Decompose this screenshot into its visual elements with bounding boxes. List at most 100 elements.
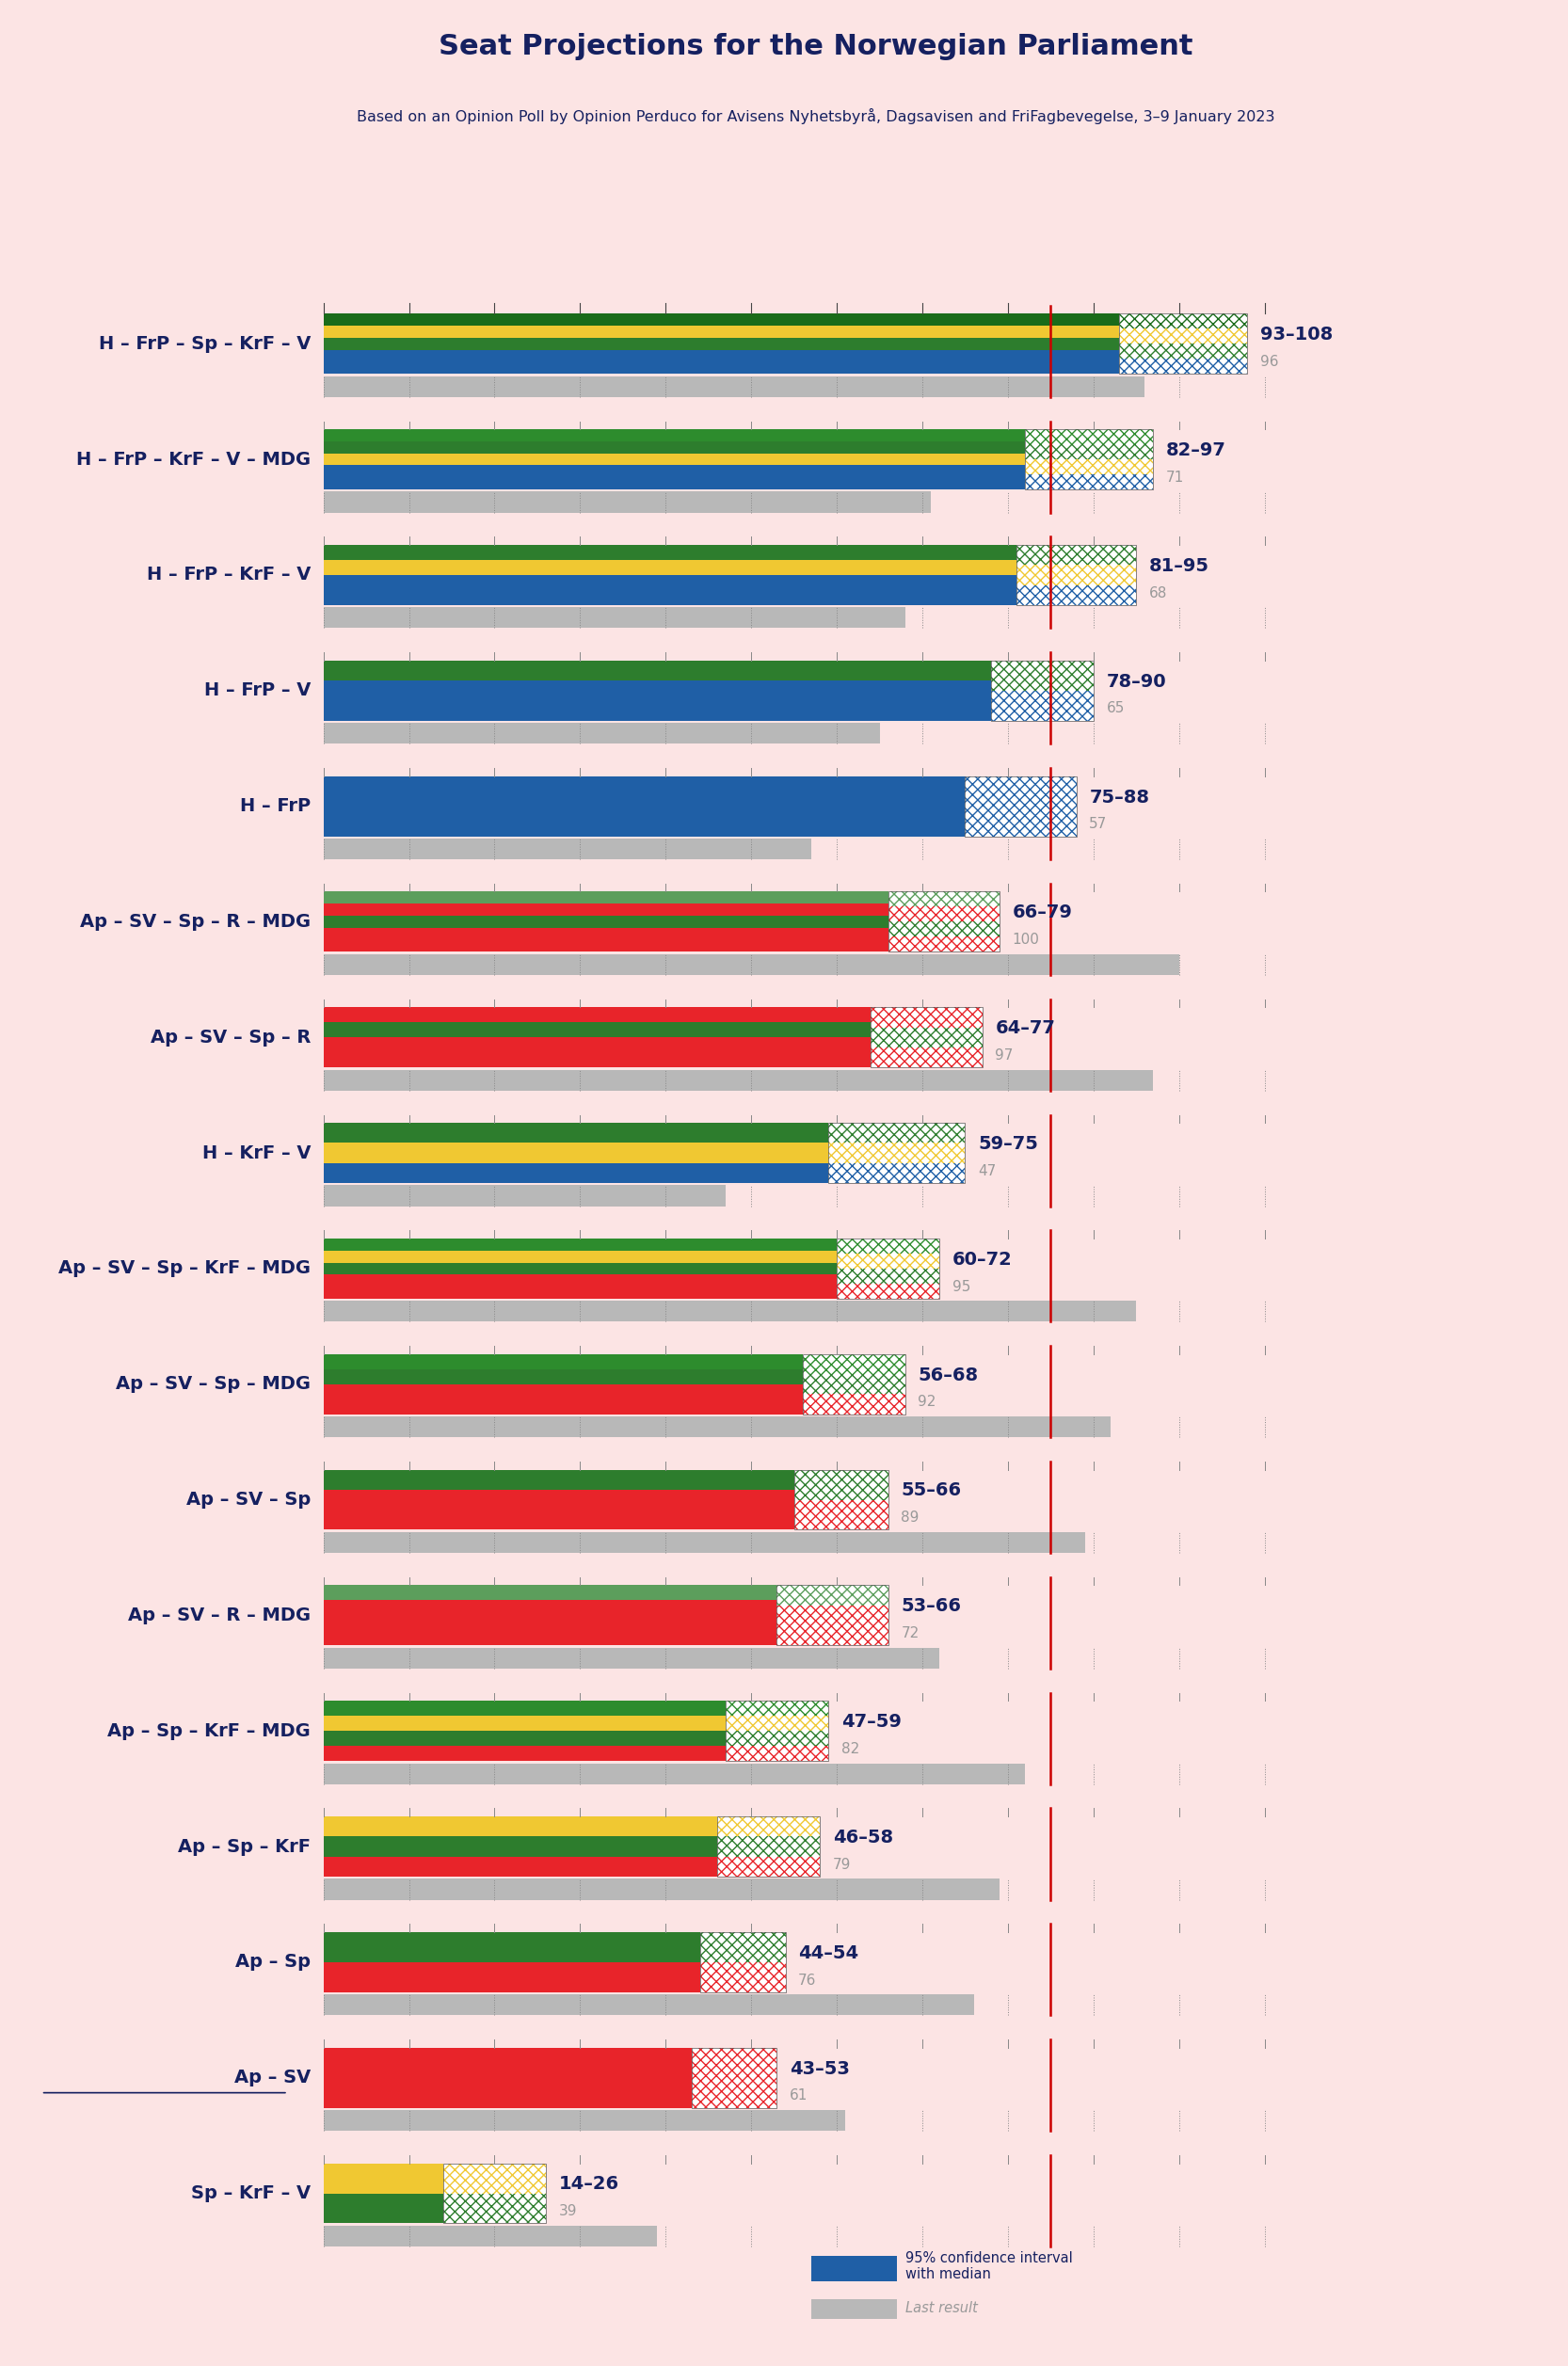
- Bar: [1120, 360, 1248, 374]
- Bar: [323, 589, 1016, 606]
- Bar: [837, 1237, 939, 1254]
- Bar: [323, 1585, 776, 1599]
- Bar: [323, 544, 1016, 561]
- Text: 89: 89: [902, 1512, 919, 1524]
- Bar: [323, 1857, 717, 1876]
- Bar: [793, 1469, 887, 1500]
- Text: 47: 47: [978, 1164, 996, 1178]
- Bar: [726, 1732, 828, 1746]
- Bar: [1120, 329, 1248, 343]
- Text: Sp – KrF – V: Sp – KrF – V: [191, 2184, 310, 2203]
- Bar: [991, 660, 1093, 691]
- Bar: [1016, 565, 1137, 584]
- Bar: [837, 1254, 939, 1268]
- Bar: [828, 1124, 966, 1143]
- Bar: [717, 1857, 820, 1876]
- Text: Ap – SV – Sp – R: Ap – SV – Sp – R: [151, 1029, 310, 1046]
- Text: 95% confidence interval
with median: 95% confidence interval with median: [905, 2250, 1073, 2281]
- Bar: [691, 2047, 776, 2077]
- Text: 82–97: 82–97: [1167, 442, 1226, 459]
- Bar: [887, 923, 999, 937]
- Bar: [887, 937, 999, 951]
- Bar: [1016, 544, 1137, 565]
- Text: 79: 79: [833, 1857, 851, 1872]
- Bar: [1016, 565, 1137, 584]
- Bar: [323, 1252, 837, 1263]
- Bar: [699, 1961, 786, 1992]
- Bar: [323, 1715, 726, 1732]
- Bar: [323, 660, 991, 681]
- Bar: [803, 1375, 905, 1394]
- Bar: [726, 1715, 828, 1732]
- Text: 100: 100: [1013, 932, 1040, 946]
- Text: Based on an Opinion Poll by Opinion Perduco for Avisens Nyhetsbyrå, Dagsavisen a: Based on an Opinion Poll by Opinion Perd…: [356, 109, 1275, 123]
- Bar: [323, 1069, 1154, 1091]
- Bar: [991, 660, 1093, 722]
- Text: H – FrP: H – FrP: [240, 797, 310, 816]
- Bar: [872, 1048, 982, 1067]
- Text: 97: 97: [996, 1048, 1013, 1062]
- Bar: [444, 2163, 546, 2193]
- Bar: [323, 776, 966, 807]
- Bar: [323, 1510, 793, 1531]
- Text: H – KrF – V: H – KrF – V: [202, 1145, 310, 1162]
- Bar: [887, 937, 999, 951]
- Bar: [803, 1375, 905, 1394]
- Bar: [323, 466, 1025, 478]
- Text: 71: 71: [1167, 471, 1184, 485]
- Bar: [323, 575, 1016, 589]
- Bar: [837, 1268, 939, 1285]
- Text: H – FrP – KrF – V – MDG: H – FrP – KrF – V – MDG: [77, 450, 310, 468]
- Bar: [717, 1836, 820, 1857]
- Bar: [966, 776, 1076, 835]
- Bar: [323, 1143, 828, 1164]
- Bar: [717, 1817, 820, 1836]
- Bar: [726, 1701, 828, 1715]
- Bar: [323, 1053, 872, 1067]
- Bar: [776, 1625, 887, 1644]
- Bar: [803, 1353, 905, 1375]
- Bar: [793, 1469, 887, 1500]
- Bar: [828, 1124, 966, 1143]
- Bar: [323, 1961, 699, 1992]
- Bar: [803, 1353, 905, 1375]
- Bar: [323, 1164, 828, 1183]
- Bar: [1120, 315, 1248, 329]
- Bar: [1025, 445, 1154, 459]
- Text: 14–26: 14–26: [558, 2174, 619, 2193]
- Text: 81–95: 81–95: [1149, 556, 1209, 575]
- Bar: [444, 2193, 546, 2224]
- Bar: [323, 315, 1120, 327]
- Bar: [323, 1995, 974, 2016]
- Text: Ap – SV – Sp – KrF – MDG: Ap – SV – Sp – KrF – MDG: [58, 1259, 310, 1278]
- Bar: [803, 1394, 905, 1415]
- Bar: [1120, 360, 1248, 374]
- Bar: [323, 442, 1025, 454]
- Bar: [323, 939, 887, 951]
- Bar: [323, 1616, 776, 1630]
- Bar: [323, 724, 880, 743]
- Text: Ap – Sp – KrF: Ap – Sp – KrF: [177, 1838, 310, 1855]
- Bar: [323, 1353, 803, 1370]
- Bar: [1016, 584, 1137, 606]
- Bar: [323, 1384, 803, 1398]
- Bar: [991, 691, 1093, 722]
- Bar: [323, 338, 1120, 350]
- Bar: [837, 1237, 939, 1254]
- Bar: [776, 1604, 887, 1625]
- Bar: [444, 2163, 546, 2193]
- Text: H – FrP – KrF – V: H – FrP – KrF – V: [146, 565, 310, 584]
- Bar: [323, 2163, 444, 2193]
- Bar: [776, 1604, 887, 1625]
- Text: 68: 68: [1149, 587, 1167, 601]
- Bar: [323, 1036, 872, 1053]
- Bar: [726, 1732, 828, 1746]
- Bar: [323, 492, 931, 513]
- Bar: [323, 2110, 845, 2132]
- Bar: [1025, 459, 1154, 476]
- Bar: [726, 1746, 828, 1760]
- Bar: [323, 1746, 726, 1760]
- Bar: [811, 2300, 897, 2319]
- Bar: [887, 892, 999, 906]
- Text: 55–66: 55–66: [902, 1481, 961, 1500]
